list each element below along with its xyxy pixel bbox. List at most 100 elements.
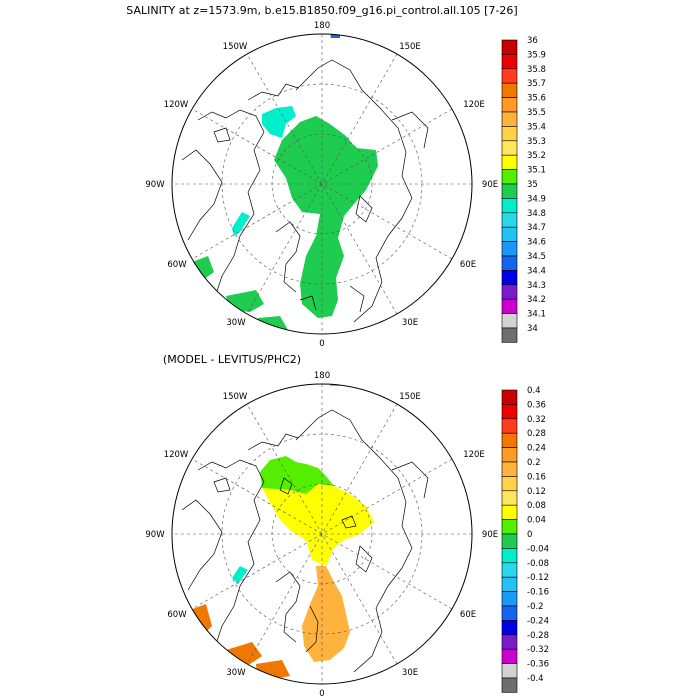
- colorbar-swatch: [501, 605, 518, 621]
- lon-label: 150W: [223, 392, 248, 402]
- bottom-map-border: [171, 383, 473, 685]
- colorbar-swatch: [501, 576, 518, 592]
- colorbar-tick-label: 0.4: [527, 386, 541, 396]
- colorbar-tick-label: 0.04: [527, 516, 546, 526]
- colorbar-tick-label: 0.2: [527, 458, 541, 468]
- lon-label: 60E: [460, 260, 476, 270]
- colorbar-swatch: [501, 432, 518, 448]
- colorbar-swatch: [501, 533, 518, 549]
- lon-label: 0: [319, 339, 324, 349]
- colorbar-tick-label: 34.2: [527, 295, 546, 305]
- colorbar-tick-label: -0.2: [527, 602, 544, 612]
- colorbar-tick-label: 35.4: [527, 122, 546, 132]
- top-graticule: [172, 34, 472, 334]
- bottom-graticule: [172, 384, 472, 684]
- colorbar-tick-label: 34.6: [527, 238, 546, 248]
- colorbar-tick-label: 0.24: [527, 444, 546, 454]
- colorbar-swatch: [501, 183, 518, 199]
- colorbar-tick-label: -0.08: [527, 559, 549, 569]
- colorbar-tick-label: 34.1: [527, 310, 546, 320]
- colorbar-tick-label: -0.28: [527, 631, 549, 641]
- lon-label: 60W: [167, 260, 187, 270]
- region-beaufort-rim: [232, 212, 250, 236]
- colorbar-tick-label: 34.7: [527, 223, 546, 233]
- bottom-longitude-labels: 180 150E 120E 90E 60E 30E 0 30W 60W 90W …: [145, 371, 498, 699]
- top-longitude-labels: 180 150E 120E 90E 60E 30E 0 30W 60W 90W …: [145, 21, 498, 349]
- colorbar-tick-label: 35.2: [527, 151, 546, 161]
- colorbar-swatch: [501, 140, 518, 156]
- colorbar-swatch: [501, 126, 518, 142]
- top-coastlines: [181, 59, 429, 323]
- colorbar-tick-label: 0: [527, 530, 532, 540]
- colorbar-tick-label: -0.36: [527, 660, 549, 670]
- colorbar-swatch: [501, 241, 518, 257]
- colorbar-swatch: [501, 327, 518, 343]
- colorbar-swatch: [501, 519, 518, 535]
- lon-label: 30W: [226, 668, 246, 678]
- bottom-polar-map: 180 150E 120E 90E 60E 30E 0 30W 60W 90W …: [145, 371, 498, 699]
- colorbar-swatch: [501, 404, 518, 420]
- region-baffin-bay: [232, 566, 248, 584]
- colorbar-swatch: [501, 54, 518, 70]
- region-arctic-interior: [262, 484, 374, 566]
- colorbar-swatch: [501, 447, 518, 463]
- colorbar-swatch: [501, 97, 518, 113]
- colorbar-tick-label: 0.08: [527, 501, 546, 511]
- colorbar-tick-label: -0.16: [527, 588, 549, 598]
- colorbar-swatch: [501, 284, 518, 300]
- colorbar-swatch: [501, 663, 518, 679]
- lon-label: 180: [314, 371, 330, 381]
- colorbar-swatch: [501, 620, 518, 636]
- colorbar-tick-label: 36: [527, 36, 538, 46]
- colorbar-tick-label: -0.12: [527, 573, 549, 583]
- colorbar-tick-label: 34.9: [527, 194, 546, 204]
- lon-label: 120W: [164, 100, 189, 110]
- top-polar-map: 180 150E 120E 90E 60E 30E 0 30W 60W 90W …: [145, 21, 498, 349]
- colorbar-tick-label: 0.32: [527, 415, 546, 425]
- colorbar-swatch: [501, 82, 518, 98]
- lon-label: 0: [319, 689, 324, 699]
- colorbar-swatch: [501, 490, 518, 506]
- colorbar-swatch: [501, 111, 518, 127]
- lon-label: 90E: [482, 530, 498, 540]
- colorbar-tick-label: 0.36: [527, 400, 546, 410]
- colorbar-tick-label: 34.8: [527, 209, 546, 219]
- colorbar-swatch: [501, 591, 518, 607]
- colorbar-tick-label: -0.32: [527, 645, 549, 655]
- bottom-contours: [279, 477, 357, 653]
- colorbar-tick-label: 34.5: [527, 252, 546, 262]
- colorbar-swatch: [501, 68, 518, 84]
- colorbar-tick-label: 0.28: [527, 429, 546, 439]
- lon-label: 180: [314, 21, 330, 31]
- colorbar-tick-label: 34.3: [527, 281, 546, 291]
- colorbar-swatch: [501, 562, 518, 578]
- colorbar-tick-label: 0.16: [527, 472, 546, 482]
- lon-label: 90E: [482, 180, 498, 190]
- colorbar-swatch: [501, 313, 518, 329]
- colorbar-swatch: [501, 418, 518, 434]
- bottom-title: (MODEL - LEVITUS/PHC2): [163, 353, 301, 366]
- colorbar-tick-label: 35.6: [527, 94, 546, 104]
- lon-label: 150E: [399, 392, 421, 402]
- colorbar-swatch: [501, 154, 518, 170]
- colorbar-swatch: [501, 648, 518, 664]
- colorbar-tick-label: 35.5: [527, 108, 546, 118]
- bottom-coastlines: [181, 409, 429, 673]
- lon-label: 30W: [226, 318, 246, 328]
- colorbar-swatch: [501, 461, 518, 477]
- lon-label: 150E: [399, 42, 421, 52]
- colorbar-tick-label: -0.24: [527, 616, 549, 626]
- colorbar-swatch: [501, 39, 518, 55]
- colorbar-swatch: [501, 677, 518, 693]
- colorbar-tick-label: 35: [527, 180, 538, 190]
- top-map-border: [171, 33, 473, 335]
- top-colorbar: 36 35.9 35.8 35.7 35.6 35.5 35.4 35.3 35.2 35.1 35…: [501, 36, 546, 343]
- colorbar-tick-label: 35.3: [527, 137, 546, 147]
- colorbar-swatch: [501, 212, 518, 228]
- lon-label: 30E: [402, 668, 418, 678]
- colorbar-tick-label: 34.4: [527, 266, 546, 276]
- colorbar-tick-label: 35.8: [527, 65, 546, 75]
- region-baffin-bay: [262, 106, 296, 138]
- colorbar-swatch: [501, 255, 518, 271]
